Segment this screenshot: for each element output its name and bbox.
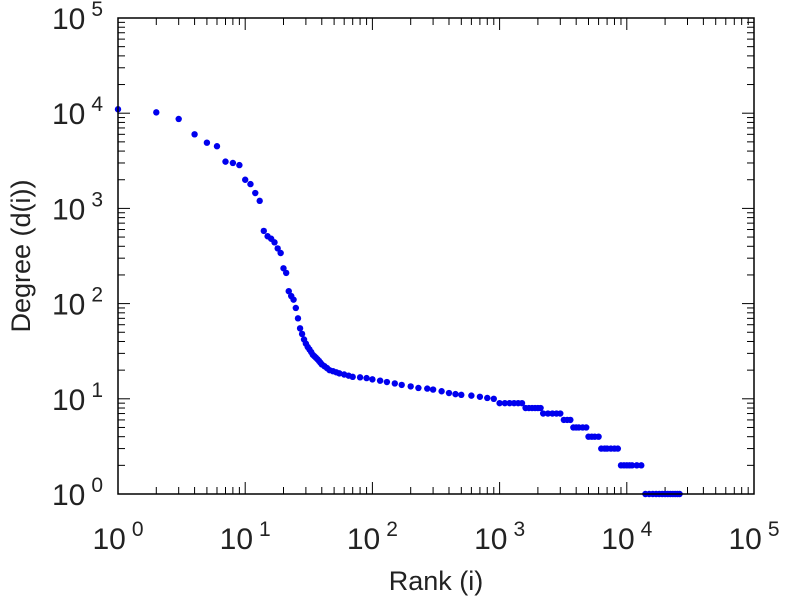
x-axis-label: Rank (i) xyxy=(389,566,484,596)
data-point xyxy=(429,386,437,393)
data-point xyxy=(496,399,503,407)
data-point xyxy=(490,395,497,402)
data-point xyxy=(222,158,229,165)
data-point xyxy=(296,325,304,332)
x-tick-label: 10 1 xyxy=(220,518,271,556)
data-point xyxy=(294,315,302,322)
data-point xyxy=(539,410,547,417)
data-point xyxy=(213,143,221,150)
data-point xyxy=(292,304,300,312)
y-axis-label: Degree (d(i)) xyxy=(6,179,36,332)
data-point xyxy=(633,462,641,469)
data-point xyxy=(203,139,211,146)
data-point xyxy=(260,227,267,235)
data-point xyxy=(614,445,622,452)
data-point xyxy=(153,109,160,116)
x-tick-label: 10 0 xyxy=(92,518,143,556)
y-tick-label: 10 5 xyxy=(52,0,103,36)
data-point xyxy=(175,115,182,123)
data-point xyxy=(628,462,636,469)
data-point xyxy=(506,399,513,407)
y-tick-label: 10 2 xyxy=(52,284,103,322)
data-point xyxy=(363,374,370,382)
data-point xyxy=(391,380,398,387)
data-point xyxy=(236,161,243,169)
data-point xyxy=(256,197,263,205)
data-point xyxy=(438,388,445,395)
data-point xyxy=(277,249,284,257)
data-point xyxy=(271,239,278,246)
data-point xyxy=(282,269,290,277)
data-point xyxy=(452,390,459,398)
y-tick-label: 10 4 xyxy=(52,93,103,131)
y-tick-label: 10 0 xyxy=(52,474,103,512)
data-point xyxy=(468,392,475,399)
data-point xyxy=(595,433,602,440)
data-point xyxy=(252,189,259,197)
data-point xyxy=(356,374,364,381)
data-point xyxy=(298,330,306,338)
data-point xyxy=(274,245,281,252)
data-point xyxy=(484,394,491,402)
data-point xyxy=(407,383,414,390)
axis-ticks xyxy=(117,18,754,495)
x-tick-label: 10 4 xyxy=(601,518,652,556)
data-point xyxy=(544,410,552,417)
x-tick-label: 10 2 xyxy=(347,518,398,556)
data-point xyxy=(280,265,287,272)
data-point xyxy=(290,296,297,303)
data-point xyxy=(242,176,249,183)
x-tick-label: 10 3 xyxy=(474,518,525,556)
tick-labels: 10 0 10 1 10 2 10 3 10 4 10 5 10 0 10 1 10 2 10 3 10 4 10 5 xyxy=(52,0,780,556)
x-tick-label: 10 5 xyxy=(728,518,779,556)
data-point xyxy=(638,462,645,469)
data-point xyxy=(567,416,574,424)
data-point xyxy=(376,377,384,384)
data-point xyxy=(583,424,590,431)
data-point xyxy=(557,410,564,417)
plot-frame xyxy=(117,17,755,495)
data-point xyxy=(501,399,509,407)
data-point xyxy=(349,373,356,381)
y-tick-label: 10 1 xyxy=(52,379,103,417)
data-point xyxy=(285,287,292,295)
data-point xyxy=(191,131,198,138)
data-point xyxy=(458,391,465,399)
data-point xyxy=(398,381,405,389)
data-point xyxy=(424,385,431,392)
data-point xyxy=(229,159,237,167)
data-point xyxy=(383,378,391,386)
data-point xyxy=(336,370,343,377)
y-tick-label: 10 3 xyxy=(52,188,103,226)
data-point xyxy=(445,389,453,397)
data-point xyxy=(247,180,254,188)
data-points xyxy=(114,106,683,498)
data-point xyxy=(369,376,376,383)
data-point xyxy=(476,393,484,400)
data-point xyxy=(537,404,544,412)
data-point xyxy=(518,399,526,407)
data-point xyxy=(415,384,422,392)
